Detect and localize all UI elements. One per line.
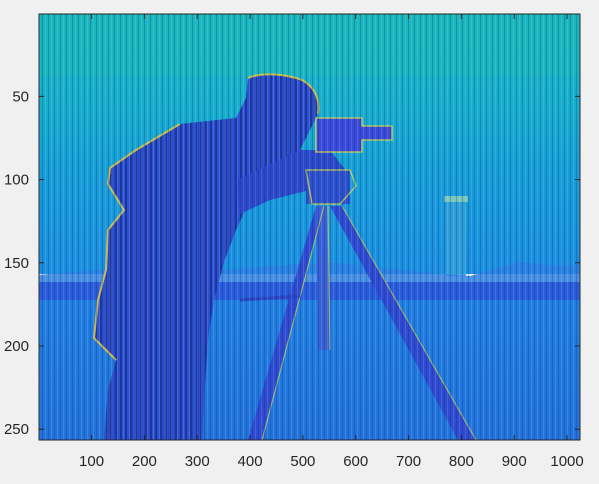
image-layer	[39, 14, 580, 440]
x-tick-label: 200	[132, 453, 157, 470]
x-tick-label: 500	[290, 453, 315, 470]
column-striping	[39, 14, 580, 440]
x-tick-label: 600	[343, 453, 368, 470]
y-tick-label: 200	[4, 338, 29, 355]
y-tick-label: 100	[4, 172, 29, 189]
x-tick-label: 700	[396, 453, 421, 470]
y-tick-label: 250	[4, 421, 29, 438]
axes-frame	[38, 13, 581, 441]
x-tick-label: 400	[238, 453, 263, 470]
x-tick-label: 100	[79, 453, 104, 470]
y-tick-label: 50	[12, 88, 29, 105]
x-tick-label: 800	[449, 453, 474, 470]
x-tick-label: 300	[185, 453, 210, 470]
x-axis: 100 200 300 400 500 600 700 800 900 1000	[79, 14, 584, 470]
x-tick-label: 1000	[550, 453, 583, 470]
y-axis: 50 100 150 200 250	[4, 88, 580, 438]
x-tick-label: 900	[502, 453, 527, 470]
y-tick-label: 150	[4, 255, 29, 272]
